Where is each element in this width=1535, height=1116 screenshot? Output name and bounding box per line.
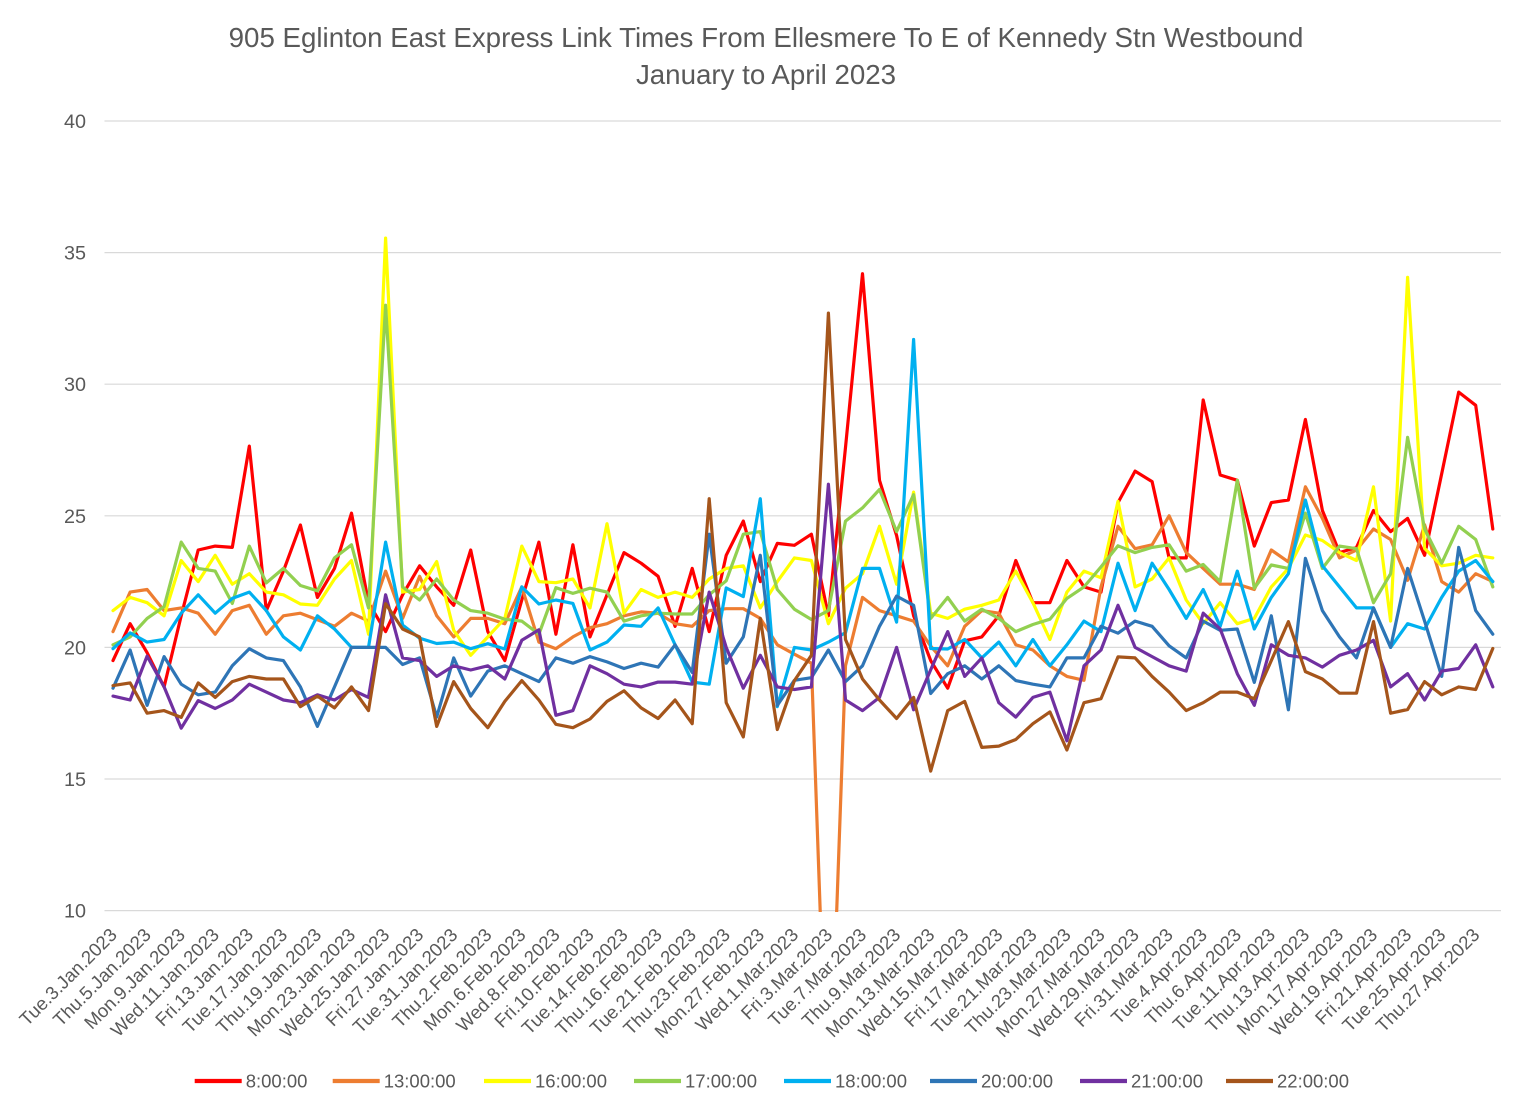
- svg-text:30: 30: [64, 374, 86, 396]
- svg-text:40: 40: [64, 111, 86, 133]
- svg-text:13:00:00: 13:00:00: [384, 1071, 456, 1092]
- svg-text:22:00:00: 22:00:00: [1277, 1071, 1349, 1092]
- svg-text:15: 15: [64, 769, 86, 791]
- svg-text:25: 25: [64, 506, 86, 528]
- svg-text:January to April 2023: January to April 2023: [636, 59, 896, 90]
- svg-text:10: 10: [64, 901, 86, 923]
- svg-text:18:00:00: 18:00:00: [835, 1071, 907, 1092]
- svg-text:21:00:00: 21:00:00: [1131, 1071, 1203, 1092]
- svg-text:35: 35: [64, 243, 86, 265]
- svg-text:20:00:00: 20:00:00: [981, 1071, 1053, 1092]
- svg-text:905 Eglinton East Express Link: 905 Eglinton East Express Link Times Fro…: [229, 22, 1304, 53]
- svg-text:16:00:00: 16:00:00: [535, 1071, 607, 1092]
- svg-text:8:00:00: 8:00:00: [246, 1071, 308, 1092]
- svg-text:20: 20: [64, 637, 86, 659]
- svg-text:17:00:00: 17:00:00: [685, 1071, 757, 1092]
